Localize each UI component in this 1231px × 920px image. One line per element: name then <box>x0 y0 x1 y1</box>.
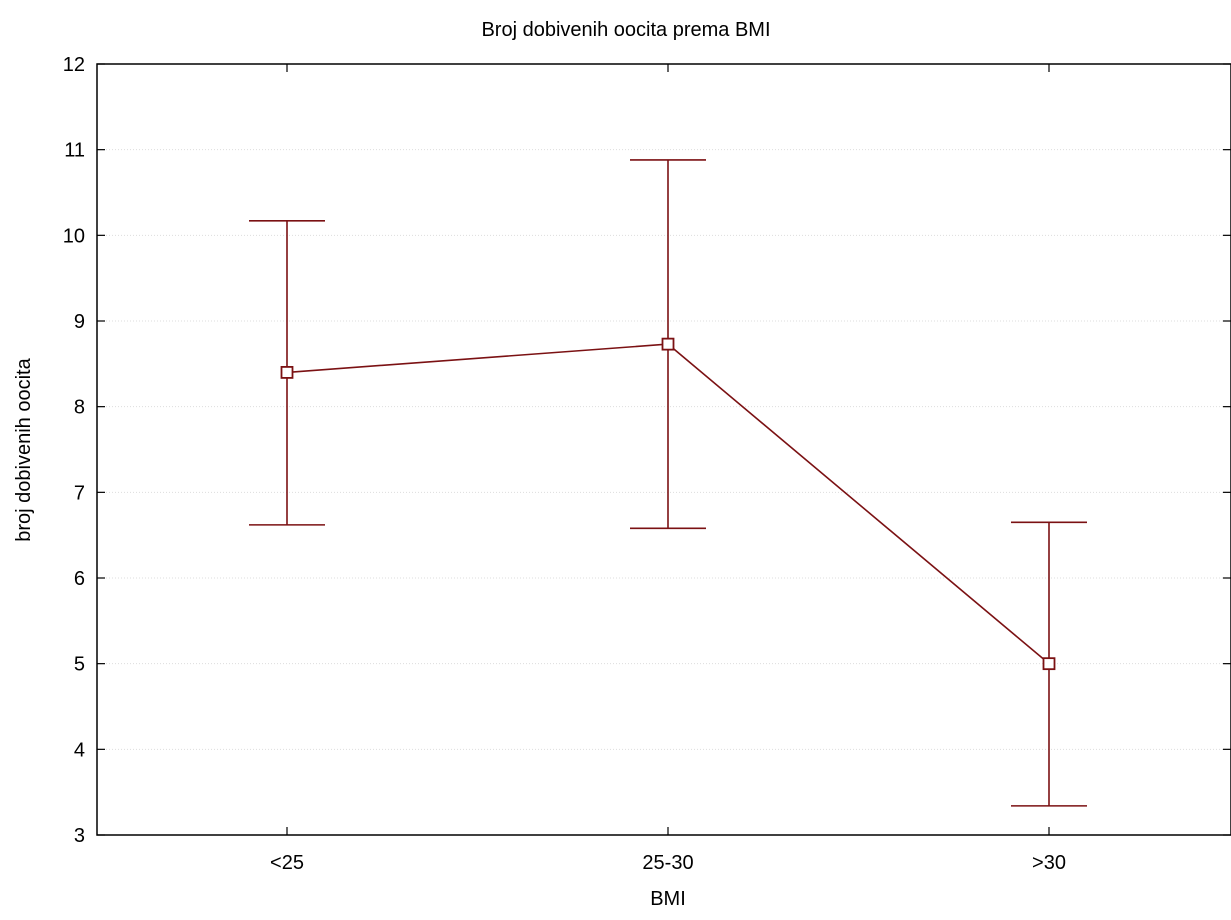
x-axis-ticks: <25 25-30 >30 <box>270 64 1066 874</box>
y-tick-label: 9 <box>74 311 85 333</box>
mean-markers <box>280 337 1056 671</box>
y-axis-ticks: 3 4 5 6 7 8 9 10 11 12 <box>63 54 1231 847</box>
plot-frame <box>96 63 1231 836</box>
error-bars <box>249 159 1087 807</box>
y-tick-label: 12 <box>63 54 85 76</box>
x-tick-label: >30 <box>1032 852 1066 874</box>
mean-marker <box>1042 657 1056 671</box>
y-tick-label: 5 <box>74 654 85 676</box>
y-tick-label: 11 <box>64 140 85 162</box>
x-tick-label: 25-30 <box>642 852 693 874</box>
y-tick-label: 6 <box>74 568 85 590</box>
y-tick-label: 3 <box>74 825 85 847</box>
x-tick-label: <25 <box>270 852 304 874</box>
grid-lines <box>97 149 1231 750</box>
y-tick-label: 8 <box>74 397 85 419</box>
x-axis-label: BMI <box>650 888 686 910</box>
y-axis-label: broj dobivenih oocita <box>13 357 35 541</box>
y-tick-label: 4 <box>74 739 85 761</box>
y-tick-label: 7 <box>74 482 85 504</box>
mean-marker <box>280 365 294 379</box>
mean-marker <box>661 337 675 351</box>
chart-title: Broj dobivenih oocita prema BMI <box>481 19 770 41</box>
y-tick-label: 10 <box>63 225 85 247</box>
